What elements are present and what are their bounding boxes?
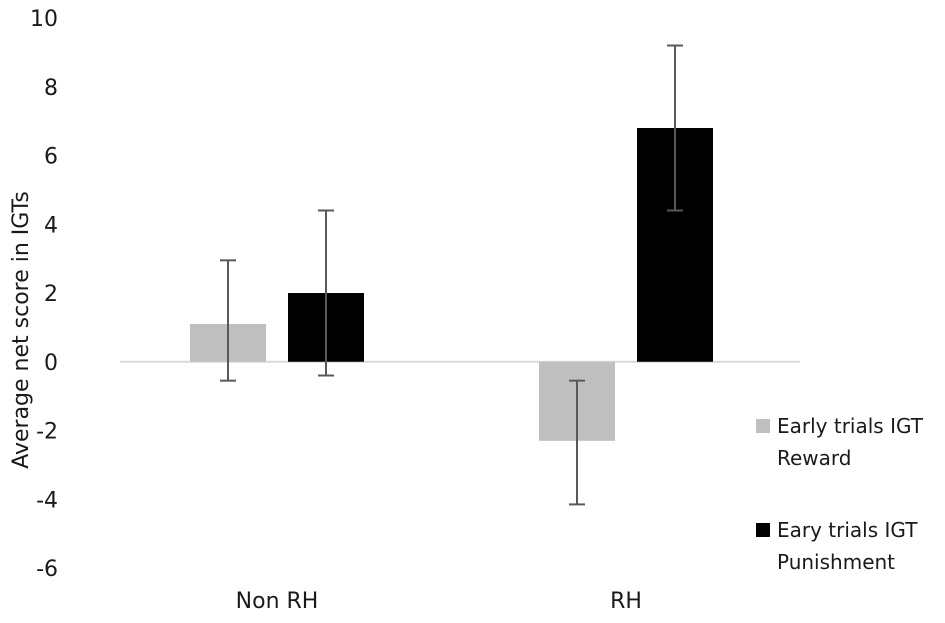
y-tick-label: -4 [36, 488, 58, 513]
bars-group [190, 128, 713, 441]
legend: Early trials IGT Reward Eary trials IGT Pun… [756, 414, 924, 574]
error-bar [220, 259, 236, 382]
y-tick-label: 8 [44, 76, 58, 101]
legend-swatch [756, 523, 770, 537]
y-tick-label: 4 [44, 213, 58, 238]
legend-item: Eary trials IGT Punishment [756, 518, 918, 574]
legend-label: Eary trials IGT [777, 518, 918, 542]
y-tick-label: -6 [36, 557, 58, 582]
y-tick-label: -2 [36, 420, 58, 445]
error-bar [569, 379, 585, 506]
y-tick-label: 6 [44, 145, 58, 170]
x-category-label: RH [610, 589, 642, 614]
legend-swatch [756, 419, 770, 433]
y-tick-label: 10 [30, 7, 58, 32]
legend-label: Early trials IGT [777, 414, 924, 438]
legend-label: Reward [777, 446, 851, 470]
y-axis-ticks: -6 -4 -2 0 2 4 6 8 10 [30, 7, 58, 582]
error-bar [667, 44, 683, 212]
x-category-label: Non RH [236, 589, 319, 614]
error-bars-group [220, 44, 683, 506]
legend-label: Punishment [777, 550, 895, 574]
y-tick-label: 0 [44, 351, 58, 376]
y-tick-label: 2 [44, 282, 58, 307]
legend-item: Early trials IGT Reward [756, 414, 924, 470]
error-bar [318, 209, 334, 377]
y-axis-label: Average net score in IGTs [9, 191, 34, 469]
category-labels: Non RH RH [236, 589, 642, 614]
